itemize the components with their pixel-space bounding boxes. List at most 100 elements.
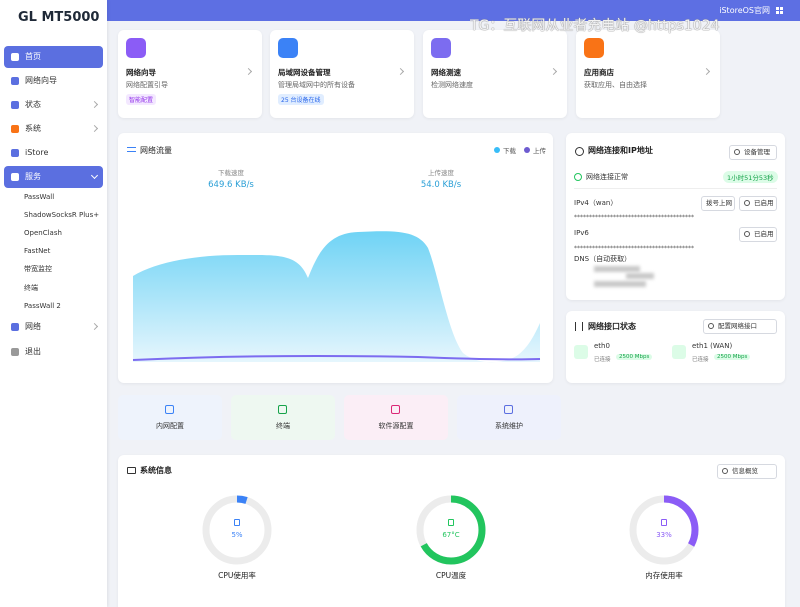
menu-item[interactable]: 状态 [4,94,103,116]
monitor-icon [127,467,136,474]
shortcut-button[interactable]: 软件源配置 [344,395,448,440]
submenu-item[interactable]: FastNet [24,247,51,255]
gauge-label: 内存使用率 [645,571,683,580]
port-state: 已连接 [594,357,611,363]
menu-item[interactable]: 网络 [4,316,103,338]
menu-icon [11,101,19,109]
chevron [90,171,99,180]
shortcut-button[interactable]: 内网配置 [118,395,222,440]
menu-icon [11,323,19,331]
button[interactable]: 设备管理 [729,145,777,160]
status-text: 网络连接正常 [586,173,628,181]
port-name: eth0 [594,342,610,350]
shortcut-icon [391,405,400,414]
topbar: iStoreOS官网 [107,0,800,21]
menu-label: 首页 [25,52,41,61]
button-icon [708,323,714,329]
button[interactable]: 拨号上网 [701,196,735,211]
speed-value: 54.0 KB/s [420,180,462,190]
chevron [549,67,558,76]
legend-label: 上传 [533,147,546,155]
card-subtitle: 网络配置引导 [126,81,168,89]
shortcut-button[interactable]: 系统维护 [457,395,561,440]
blurred-text [626,273,654,279]
quick-card[interactable]: 应用商店 获取应用、自由选择 [576,30,720,118]
chevron [702,67,711,76]
menu-item[interactable]: 服务 [4,166,103,188]
gauge-label: CPU使用率 [218,571,256,580]
menu-item[interactable]: 首页 [4,46,103,68]
gauges [202,495,699,565]
port-speed: 2500 Mbps [714,354,751,360]
ipv6-address: **************************************** [574,245,694,252]
menu-item[interactable]: 网络向导 [4,70,103,92]
interfaces-title: 网络接口状态 [588,322,636,331]
button-icon [734,149,740,155]
submenu-item[interactable]: OpenClash [24,229,62,237]
button[interactable]: 信息概览 [717,464,777,479]
gauge-icon [234,519,240,526]
gauge-value: 67°C [442,531,460,539]
port-name: eth1 (WAN) [692,342,733,350]
card-tag: 25 台设备在线 [278,94,324,105]
check-icon [574,173,582,181]
shortcut-icon [504,405,513,414]
speed-label: 下载速度 [218,169,244,177]
submenu-item[interactable]: ShadowSocksR Plus+ [24,211,100,219]
card-icon [584,38,604,58]
legend-label: 下载 [503,147,516,155]
gauge-arc [629,495,699,565]
button-icon [744,200,750,206]
shortcut-icon [165,405,174,414]
gauge-arc [416,495,486,565]
gauge-track [202,495,272,565]
system-title: 系统信息 [140,466,172,475]
button-icon [744,231,750,237]
gauge-label: CPU温度 [435,571,467,580]
submenu-item[interactable]: 终端 [24,284,38,292]
quick-card[interactable]: 网络测速检测网络速度 [423,30,567,118]
card-icon [126,38,146,58]
submenu-item[interactable]: 带宽监控 [24,265,52,273]
quick-card[interactable]: 局域网设备管理管理局域网中的所有设备 25 台设备在线 [270,30,414,118]
interfaces-card: 网络接口状态 配置网络接口 eth0 已连接 2500 Mbps eth1 (WAN) 已连… [566,311,785,383]
menu-item[interactable]: 系统 [4,118,103,140]
menu-label: 网络向导 [25,76,57,85]
traffic-chart [132,231,541,363]
card-title: 局域网设备管理 [278,68,331,77]
button[interactable]: 配置网络接口 [703,319,777,334]
shortcut-button[interactable]: 终端 [231,395,335,440]
button[interactable]: 已启用 [739,227,777,242]
globe-icon [575,147,584,156]
chevron [90,100,99,109]
legend-dot [494,147,500,153]
topbar-link[interactable]: iStoreOS官网 [719,6,770,15]
card-subtitle: 管理局域网中的所有设备 [278,81,355,89]
menu-item[interactable]: iStore [4,142,103,164]
submenu-item[interactable]: PassWall [24,193,55,201]
quick-card[interactable]: 网络向导网络配置引导 智能配置 [118,30,262,118]
shortcut-icon [278,405,287,414]
port-badge [574,345,588,359]
submenu-item[interactable]: PassWall 2 [24,302,61,310]
button[interactable]: 已启用 [739,196,777,211]
card-title: 网络测速 [431,68,461,77]
traffic-icon [127,147,136,152]
chevron [90,322,99,331]
menu-label: 网络 [25,322,41,331]
menu-icon [11,149,19,157]
menu-item[interactable]: 退出 [4,341,103,363]
legend-dot [524,147,530,153]
menu-icon [11,77,19,85]
grid-icon [776,7,779,10]
download-area [133,231,540,363]
card-title: 网络向导 [126,68,156,77]
gauge-value: 5% [231,531,243,539]
card-subtitle: 检测网络速度 [431,81,473,89]
watermark: TG：互联网从业者充电站 @https1024 [470,18,720,34]
card-icon [431,38,451,58]
menu-label: 状态 [25,100,41,109]
card-tag: 智能配置 [126,94,157,105]
menu-label: 退出 [25,347,41,356]
